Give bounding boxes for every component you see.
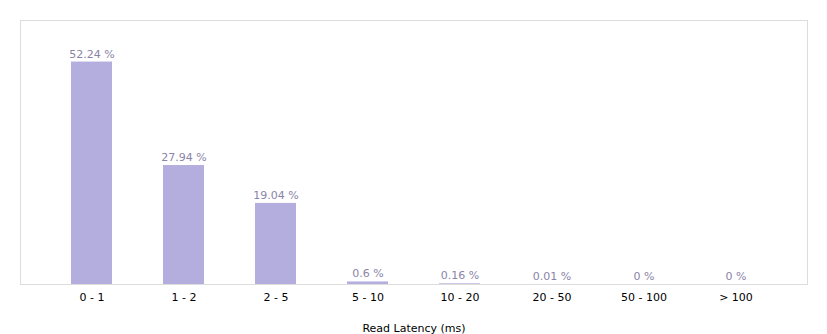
svg-text:20 - 50: 20 - 50 xyxy=(533,291,572,304)
svg-text:19.04 %: 19.04 % xyxy=(253,189,298,202)
svg-text:0.16 %: 0.16 % xyxy=(441,269,479,282)
svg-text:5 - 10: 5 - 10 xyxy=(352,291,384,304)
svg-text:2 - 5: 2 - 5 xyxy=(264,291,289,304)
svg-text:Read Latency (ms): Read Latency (ms) xyxy=(362,322,465,334)
svg-text:0.01 %: 0.01 % xyxy=(533,270,571,283)
svg-text:50 - 100: 50 - 100 xyxy=(621,291,667,304)
svg-text:27.94 %: 27.94 % xyxy=(161,151,206,164)
svg-text:0 %: 0 % xyxy=(726,270,747,283)
svg-text:10 - 20: 10 - 20 xyxy=(441,291,480,304)
svg-text:0 - 1: 0 - 1 xyxy=(80,291,105,304)
svg-text:0 %: 0 % xyxy=(634,270,655,283)
svg-text:52.24 %: 52.24 % xyxy=(69,48,114,61)
svg-text:> 100: > 100 xyxy=(719,291,753,304)
svg-text:1 - 2: 1 - 2 xyxy=(172,291,197,304)
svg-text:0.6 %: 0.6 % xyxy=(352,267,383,280)
